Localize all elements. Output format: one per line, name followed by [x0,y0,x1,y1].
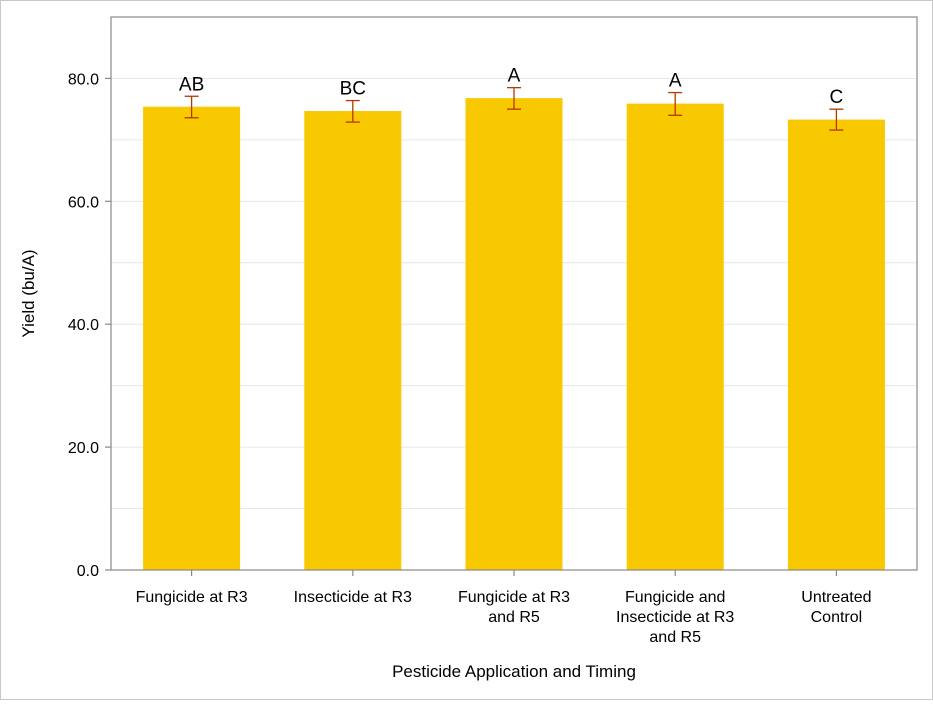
bar [465,98,563,571]
bar [787,119,885,571]
x-tick-label: Insecticide at R3 [294,589,412,606]
y-tick-label: 40.0 [68,317,99,334]
bar [304,111,402,570]
x-tick-label: Untreated Control [801,589,871,626]
bar [626,103,724,571]
error-bar [184,95,199,119]
significance-letter: A [669,71,682,92]
y-axis-label: Yield (bu/A) [19,249,38,337]
bars [143,98,885,571]
error-bar [829,108,844,131]
significance-letter: A [508,66,521,87]
y-tick-label: 0.0 [77,563,99,580]
y-tick-label: 80.0 [68,71,99,88]
error-bar [345,99,360,123]
error-bar [507,87,521,110]
x-axis-label: Pesticide Application and Timing [392,662,636,681]
x-tick-label: Fungicide and Insecticide at R3 and R5 [616,589,734,646]
significance-letters: AB BC A A C [179,66,843,109]
error-bar [668,91,683,116]
error-bars [184,87,844,131]
y-tick-label: 60.0 [68,194,99,211]
bar [143,106,241,570]
x-tick-label: Fungicide at R3 [136,589,248,606]
significance-letter: BC [340,79,366,100]
significance-letter: AB [179,74,204,95]
x-tick-label: Fungicide at R3 and R5 [458,589,570,626]
significance-letter: C [830,87,844,108]
y-axis-ticks: 0.0 20.0 40.0 60.0 80.0 [68,71,111,580]
y-tick-label: 20.0 [68,440,99,457]
x-axis-ticks: Fungicide at R3 Insecticide at R3 Fungicid… [136,570,872,646]
